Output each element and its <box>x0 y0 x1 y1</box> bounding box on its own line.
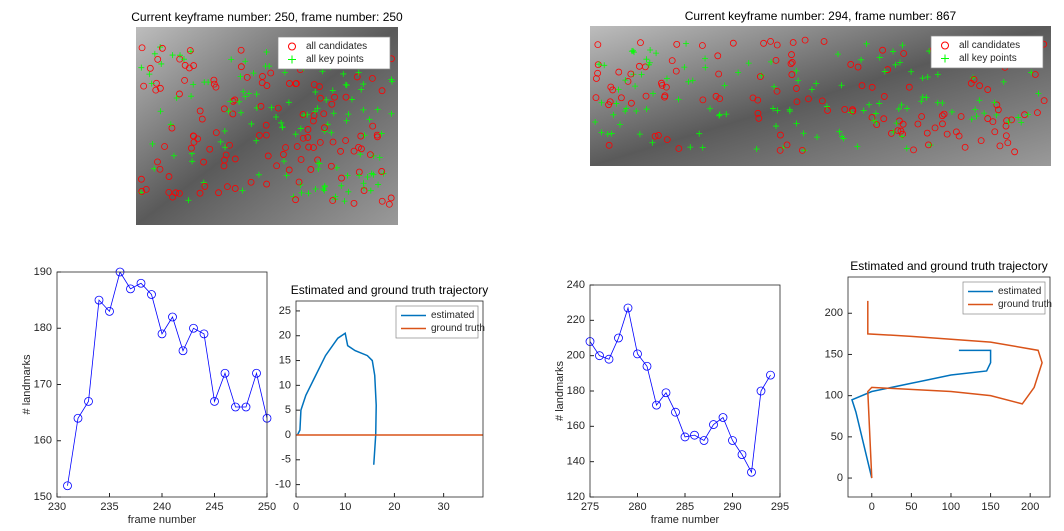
x-tick-label: 100 <box>942 501 960 513</box>
y-tick-label: 220 <box>567 314 585 326</box>
y-axis-label: # landmarks <box>21 354 33 414</box>
y-tick-label: 25 <box>279 305 291 317</box>
x-tick-label: 285 <box>676 501 694 513</box>
legend: all candidates all key points <box>278 37 390 69</box>
x-tick-label: 30 <box>438 501 450 513</box>
plot-area <box>57 272 267 497</box>
x-tick-label: 150 <box>981 501 999 513</box>
y-axis-label: # landmarks <box>554 361 566 421</box>
y-tick-label: 5 <box>285 404 291 416</box>
legend-label: all key points <box>306 54 364 65</box>
x-axis-label: frame number <box>651 514 720 526</box>
image-title: Current keyframe number: 250, frame numb… <box>131 10 403 24</box>
y-tick-label: 150 <box>34 491 52 503</box>
legend-label: all candidates <box>959 40 1020 51</box>
legend: estimated ground truth <box>963 282 1052 314</box>
y-tick-label: 10 <box>279 379 291 391</box>
legend-label: ground truth <box>998 299 1052 310</box>
y-tick-label: -5 <box>281 454 291 466</box>
y-tick-label: 200 <box>567 350 585 362</box>
y-tick-label: 140 <box>567 456 585 468</box>
x-tick-label: 280 <box>628 501 646 513</box>
x-tick-label: 10 <box>339 501 351 513</box>
y-tick-label: 200 <box>825 307 843 319</box>
y-tick-label: 180 <box>567 385 585 397</box>
y-tick-label: 160 <box>567 420 585 432</box>
legend-label: all candidates <box>306 41 367 52</box>
plot-area <box>590 285 780 497</box>
legend: all candidates all key points <box>931 36 1043 68</box>
x-tick-label: 295 <box>771 501 789 513</box>
chart-title: Estimated and ground truth trajectory <box>291 283 488 297</box>
legend-label: all key points <box>959 53 1017 64</box>
y-tick-label: -10 <box>275 479 291 491</box>
y-tick-label: 100 <box>825 390 843 402</box>
y-tick-label: 50 <box>831 431 843 443</box>
y-tick-label: 190 <box>34 266 52 278</box>
y-tick-label: 0 <box>285 429 291 441</box>
x-tick-label: 200 <box>1021 501 1039 513</box>
chart-title: Estimated and ground truth trajectory <box>850 259 1047 273</box>
figure: Current keyframe number: 250, frame numb… <box>0 0 1064 531</box>
legend: estimated ground truth <box>396 306 485 338</box>
y-tick-label: 150 <box>825 348 843 360</box>
legend-label: estimated <box>998 286 1041 297</box>
x-tick-label: 50 <box>905 501 917 513</box>
y-tick-label: 160 <box>34 435 52 447</box>
x-tick-label: 245 <box>205 501 223 513</box>
x-tick-label: 0 <box>869 501 875 513</box>
y-tick-label: 170 <box>34 378 52 390</box>
x-tick-label: 0 <box>293 501 299 513</box>
x-tick-label: 250 <box>258 501 276 513</box>
y-tick-label: 0 <box>837 472 843 484</box>
x-tick-label: 240 <box>153 501 171 513</box>
y-tick-label: 180 <box>34 322 52 334</box>
legend-label: estimated <box>431 310 474 321</box>
x-tick-label: 235 <box>100 501 118 513</box>
y-tick-label: 15 <box>279 354 291 366</box>
x-axis-label: frame number <box>128 514 197 526</box>
x-tick-label: 290 <box>723 501 741 513</box>
legend-label: ground truth <box>431 323 485 334</box>
y-tick-label: 20 <box>279 330 291 342</box>
y-tick-label: 120 <box>567 491 585 503</box>
y-tick-label: 240 <box>567 279 585 291</box>
x-tick-label: 20 <box>388 501 400 513</box>
image-title: Current keyframe number: 294, frame numb… <box>685 9 957 23</box>
